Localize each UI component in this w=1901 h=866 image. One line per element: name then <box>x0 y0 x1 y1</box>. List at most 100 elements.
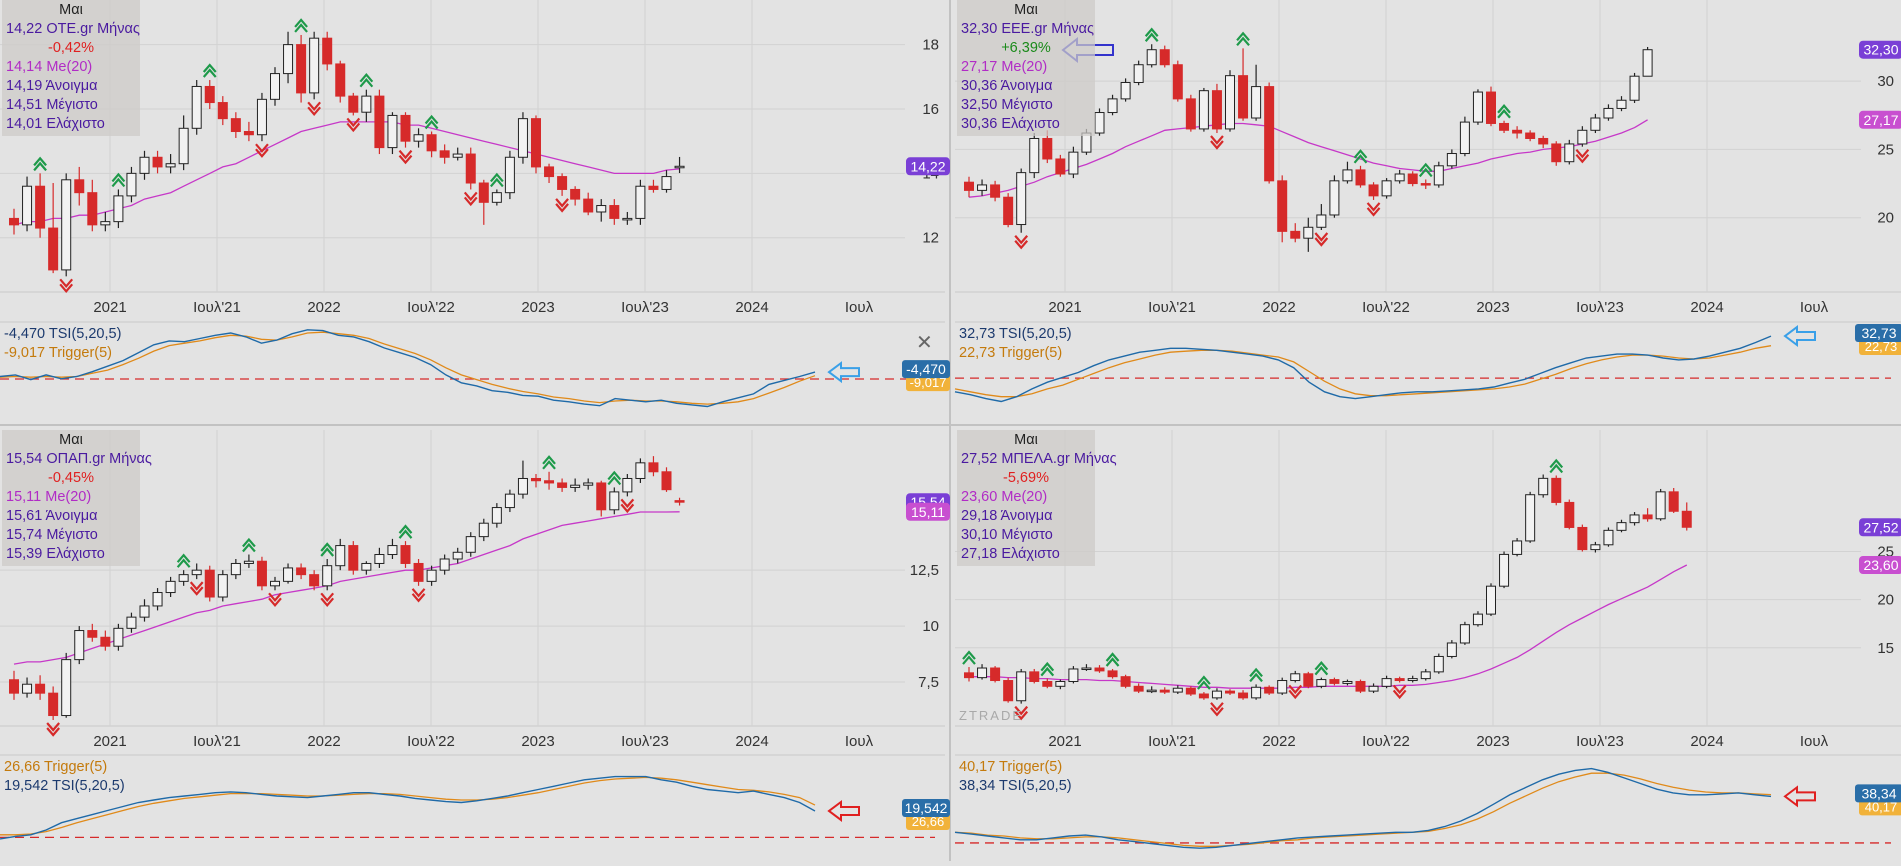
candle <box>557 478 568 492</box>
candle <box>544 471 555 490</box>
candle <box>1407 171 1418 187</box>
candle-body <box>1211 690 1222 699</box>
candle-body <box>270 580 280 587</box>
candle <box>1159 687 1170 695</box>
candle-body <box>1264 686 1275 694</box>
info-low: 14,01 Ελάχιστο <box>6 116 105 132</box>
candle <box>113 623 124 651</box>
candle <box>230 112 241 138</box>
close-icon[interactable]: ✕ <box>916 332 933 354</box>
ma-line <box>969 564 1688 689</box>
pointer-arrow-icon <box>1783 325 1816 348</box>
candle <box>1029 133 1040 179</box>
price-badge-label: 32,30 <box>1863 42 1898 58</box>
candle-body <box>230 562 241 576</box>
candle <box>1146 686 1157 694</box>
y-tick-label: 25 <box>1877 141 1894 158</box>
candle <box>661 467 672 492</box>
down-signal-icon <box>555 198 569 213</box>
candle-body <box>1668 491 1679 512</box>
candle <box>491 503 502 528</box>
candle <box>243 121 254 142</box>
candle-body <box>1068 151 1079 175</box>
candle-body <box>9 217 19 226</box>
candle-body <box>544 166 555 178</box>
tsi-badge: -4,470 <box>902 360 950 379</box>
candle-body <box>1133 64 1144 83</box>
candle <box>270 67 280 106</box>
candle-body <box>348 95 359 113</box>
candle <box>1133 60 1144 86</box>
candle-body <box>387 114 398 149</box>
candle-body <box>165 580 176 594</box>
candle-body <box>1120 81 1131 100</box>
candle <box>1486 86 1496 127</box>
candle <box>1316 204 1327 230</box>
up-signal-icon <box>490 172 504 188</box>
candle-body <box>1433 655 1444 673</box>
x-tick-label: Ιουλ'21 <box>193 299 241 316</box>
x-tick-label: 2024 <box>1690 299 1723 316</box>
ma-badge: 27,17 <box>1859 110 1901 129</box>
down-signal-icon <box>1014 705 1029 721</box>
candle-body <box>1290 673 1301 682</box>
candle <box>439 144 450 164</box>
candle-body <box>674 165 685 169</box>
candle-body <box>1003 680 1014 702</box>
trigger-badge-bg <box>1859 798 1901 816</box>
info-low: 27,18 Ελάχιστο <box>961 546 1060 562</box>
down-signal-icon <box>1210 702 1224 717</box>
candle-body <box>387 545 398 556</box>
candle-body <box>35 683 46 694</box>
candle-body <box>1277 180 1288 232</box>
candle <box>1107 668 1118 679</box>
candle <box>400 112 411 148</box>
candle-body <box>1355 680 1366 692</box>
y-tick-label: 30 <box>1877 73 1894 90</box>
down-signal-icon <box>398 149 413 165</box>
candle-body <box>22 683 33 694</box>
candle-body <box>1642 514 1653 520</box>
candle-body <box>1525 494 1536 542</box>
candle-body <box>256 560 267 587</box>
x-tick-label: Ιουλ'22 <box>407 299 455 316</box>
candle-body <box>648 185 659 190</box>
up-signal-icon <box>962 650 976 665</box>
candle-body <box>1303 673 1314 687</box>
up-signal-icon <box>607 470 622 486</box>
x-tick-label: Ιουλ'21 <box>193 733 241 750</box>
candle <box>178 570 189 586</box>
candle <box>1668 487 1679 514</box>
candle-body <box>1107 98 1118 114</box>
candle-body <box>1120 676 1131 687</box>
x-tick-label: 2022 <box>1262 299 1295 316</box>
up-signal-icon <box>1497 104 1511 119</box>
candle-body <box>1185 687 1196 695</box>
x-tick-label: Ιουλ <box>845 299 874 316</box>
candle-body <box>400 545 411 564</box>
price-badge-bg <box>906 157 950 176</box>
candle-body <box>1564 143 1575 163</box>
candle <box>1538 135 1549 149</box>
candle <box>309 570 320 591</box>
candle-body <box>1381 678 1392 687</box>
candle-body <box>74 630 85 661</box>
candle <box>100 630 111 651</box>
candle <box>964 667 974 682</box>
trigger-badge-bg <box>906 374 950 392</box>
candle-body <box>557 482 568 488</box>
candle-body <box>1068 668 1079 682</box>
info-open: 14,19 Άνοιγμα <box>6 78 98 94</box>
candle <box>9 208 19 235</box>
down-signal-icon <box>320 592 335 607</box>
candle <box>204 565 215 602</box>
candle-body <box>570 188 581 200</box>
candle-body <box>100 221 111 226</box>
candle-body <box>1277 680 1288 694</box>
candle-body <box>1003 196 1014 226</box>
candle <box>1016 668 1027 704</box>
candle-body <box>1329 180 1340 216</box>
candle <box>256 92 267 142</box>
candle <box>977 179 988 196</box>
down-signal-icon <box>59 278 74 294</box>
